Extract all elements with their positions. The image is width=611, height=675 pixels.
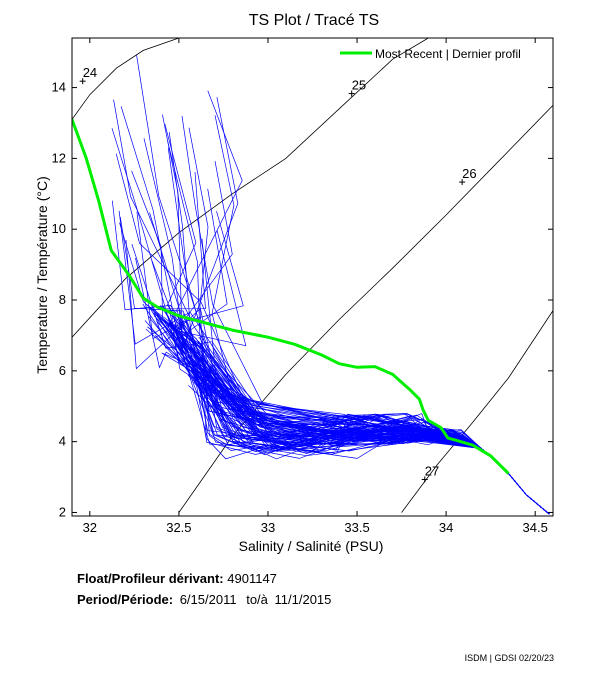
x-tick-label: 34.5 <box>523 520 548 535</box>
isoline-label: 25 <box>352 78 366 93</box>
recent-profile <box>72 118 510 475</box>
x-tick-label: 34 <box>439 520 453 535</box>
profile-line <box>181 188 550 515</box>
float-info: Float/Profileur dérivant: 4901147 <box>77 571 277 586</box>
density-isoline <box>178 105 553 513</box>
profile-bundle <box>111 55 550 515</box>
y-axis-ticks: 2 4 6 8 10 12 14 <box>52 80 553 519</box>
profile-line <box>167 315 550 515</box>
period-info: Period/Période: 6/15/2011 to/à 11/1/2015 <box>77 592 331 607</box>
profile-line <box>174 161 550 515</box>
profile-line <box>155 311 550 515</box>
x-tick-label: 33.5 <box>344 520 369 535</box>
recent-profile-line <box>72 118 510 475</box>
float-label: Float/Profileur dérivant: <box>77 571 224 586</box>
profile-line <box>181 116 550 515</box>
profile-line <box>193 375 550 515</box>
legend-label: Most Recent | Dernier profil <box>375 47 521 61</box>
y-tick-label: 8 <box>59 292 66 307</box>
x-axis-ticks: 32 32.5 33 33.5 34 34.5 <box>83 38 548 535</box>
profile-line <box>166 90 550 515</box>
x-tick-label: 32.5 <box>166 520 191 535</box>
x-axis-label: Salinity / Salinité (PSU) <box>239 538 384 554</box>
profile-line <box>188 127 550 515</box>
x-tick-label: 33 <box>261 520 275 535</box>
profile-line <box>189 369 550 515</box>
profile-line <box>119 216 550 515</box>
profile-line <box>150 304 550 515</box>
density-isoline <box>72 38 429 338</box>
y-axis-label: Temperature / Température (°C) <box>34 176 50 374</box>
isoline-label: 27 <box>425 464 439 479</box>
profile-line <box>211 115 550 515</box>
period-start: 6/15/2011 <box>179 592 237 607</box>
profile-line <box>150 308 550 515</box>
y-tick-label: 4 <box>59 434 66 449</box>
density-isoline <box>401 310 553 513</box>
profile-line <box>173 230 550 515</box>
isoline-label: 26 <box>462 166 476 181</box>
isoline-label: 24 <box>83 65 97 80</box>
x-tick-label: 32 <box>83 520 97 535</box>
y-tick-label: 2 <box>59 504 66 519</box>
y-tick-label: 14 <box>52 80 66 95</box>
profile-line <box>119 222 550 515</box>
y-tick-label: 12 <box>52 150 66 165</box>
y-tick-label: 10 <box>52 221 66 236</box>
period-end: 11/1/2015 <box>274 592 332 607</box>
density-isoline <box>72 38 180 120</box>
profile-line <box>111 128 550 515</box>
period-label: Period/Période: <box>77 592 174 607</box>
profile-line <box>178 211 550 515</box>
float-id: 4901147 <box>227 571 277 586</box>
profile-line <box>181 97 550 515</box>
profile-line <box>143 138 550 515</box>
period-separator: to/à <box>246 592 268 607</box>
profile-line <box>162 114 550 515</box>
profile-line <box>176 310 550 515</box>
legend: Most Recent | Dernier profil <box>340 47 521 61</box>
y-tick-label: 6 <box>59 363 66 378</box>
profile-line <box>164 171 550 515</box>
plot-frame <box>71 37 554 517</box>
credit-line: ISDM | GDSI 02/20/23 <box>464 653 554 663</box>
chart-title: TS Plot / Tracé TS <box>249 12 379 29</box>
